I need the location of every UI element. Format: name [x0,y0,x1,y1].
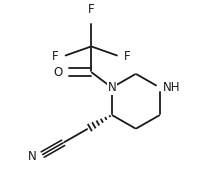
Text: O: O [53,66,62,79]
Text: F: F [88,3,95,16]
Text: NH: NH [163,81,181,94]
Text: F: F [124,50,130,63]
Text: N: N [28,150,36,163]
Text: N: N [108,81,116,94]
Text: F: F [52,50,59,63]
